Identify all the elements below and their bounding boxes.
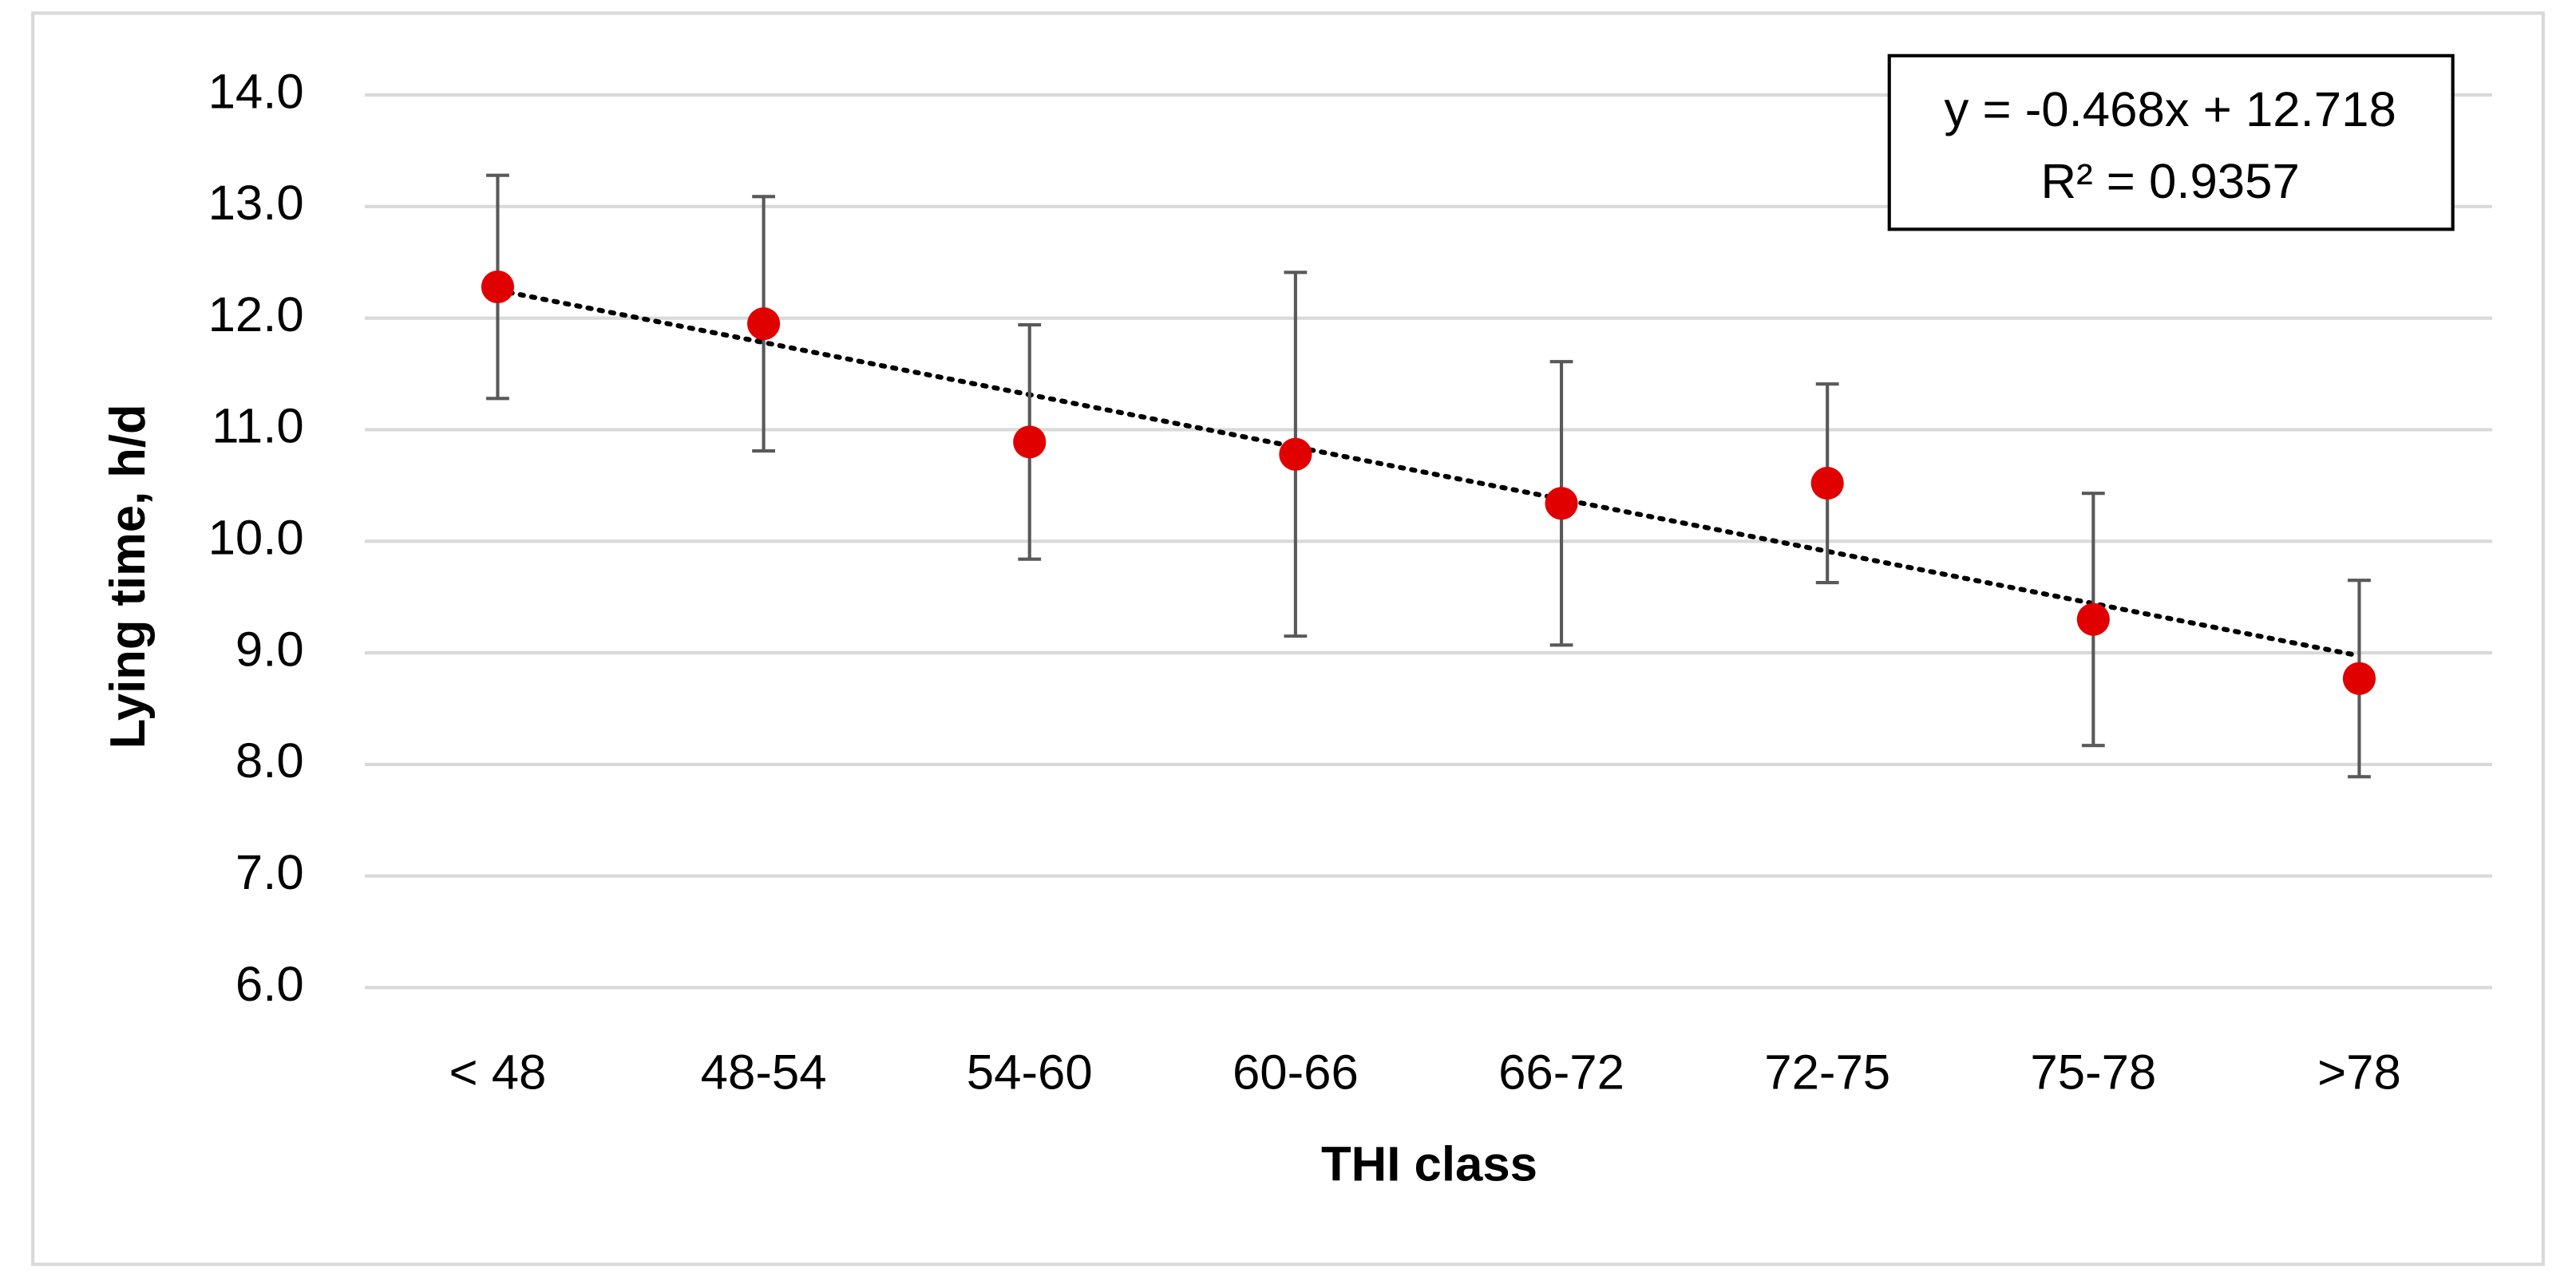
data-point [1279,437,1312,471]
x-tick-label: 72-75 [1764,1045,1890,1100]
data-point [481,270,515,304]
x-axis-title: THI class [1321,1137,1537,1192]
y-tick-label: 11.0 [212,399,304,454]
trendline-equation: y = -0.468x + 12.718 [1945,82,2396,137]
trendline [495,287,2362,658]
y-tick-label: 9.0 [235,622,304,677]
x-tick-label: 54-60 [967,1045,1093,1100]
y-tick-label: 10.0 [208,511,304,566]
x-tick-label: 48-54 [701,1045,827,1100]
y-tick-label: 12.0 [208,287,304,342]
data-point [1545,487,1578,520]
data-point [747,307,781,341]
chart-border [31,11,2545,1266]
x-tick-label: 60-66 [1233,1045,1359,1100]
trendline-r-squared: R² = 0.9357 [2041,154,2300,209]
plot-area: 6.0 7.0 8.0 9.0 10.0 11.0 12.0 13.0 14.0 < 48 48-5… [208,64,2493,1100]
data-point [1013,425,1047,459]
x-tick-label: < 48 [449,1045,547,1100]
trendline-box [1887,53,2455,231]
x-tick-label: 66-72 [1498,1045,1624,1100]
data-point [1810,467,1844,500]
y-tick-label: 6.0 [235,957,304,1012]
y-tick-label: 14.0 [208,64,304,119]
y-tick-label: 8.0 [235,733,304,788]
y-tick-label: 13.0 [208,176,304,231]
y-axis-title: Lying time, h/d [101,404,156,749]
y-tick-label: 7.0 [235,845,304,900]
x-tick-label: 75-78 [2030,1045,2156,1100]
data-point [2076,602,2110,636]
data-point [2342,662,2376,695]
x-tick-label: >78 [2317,1045,2401,1100]
